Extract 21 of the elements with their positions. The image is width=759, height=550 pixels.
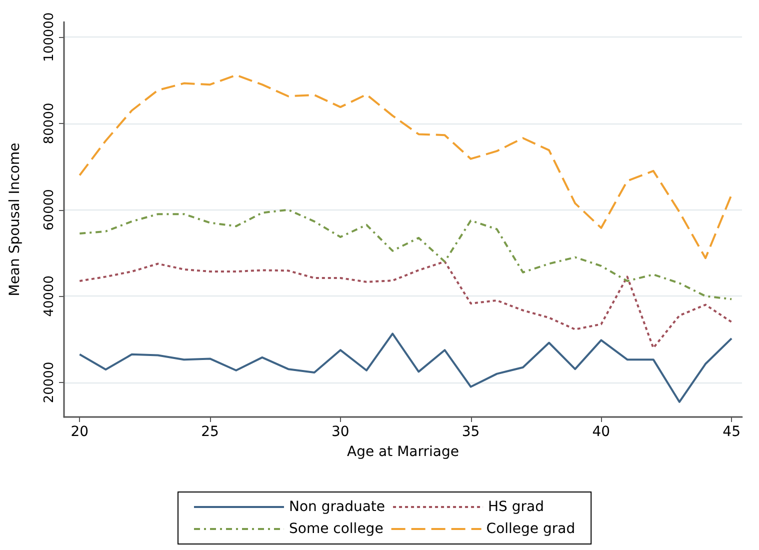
y-tick-label: 80000	[42, 102, 57, 144]
x-tick-label: 40	[592, 424, 610, 440]
x-tick-label: 35	[462, 424, 480, 440]
x-tick-label: 25	[201, 424, 219, 440]
legend-label: College grad	[486, 521, 576, 537]
y-tick-label: 20000	[42, 362, 57, 404]
x-axis-title: Age at Marriage	[347, 444, 459, 460]
x-tick-label: 30	[332, 424, 350, 440]
line-series	[78, 332, 733, 403]
legend-label: Some college	[289, 521, 384, 537]
legend-label: HS grad	[488, 499, 544, 515]
x-tick-label: 45	[722, 424, 740, 440]
y-tick-label: 100000	[42, 12, 57, 62]
y-tick-label: 40000	[42, 275, 57, 317]
line-series	[78, 208, 733, 300]
legend-label: Non graduate	[289, 499, 386, 515]
y-tick-label: 60000	[42, 189, 57, 230]
line-series	[78, 260, 733, 349]
line-series	[78, 74, 733, 260]
y-axis-title: Mean Spousal Income	[7, 142, 23, 296]
x-tick-label: 20	[70, 424, 89, 440]
